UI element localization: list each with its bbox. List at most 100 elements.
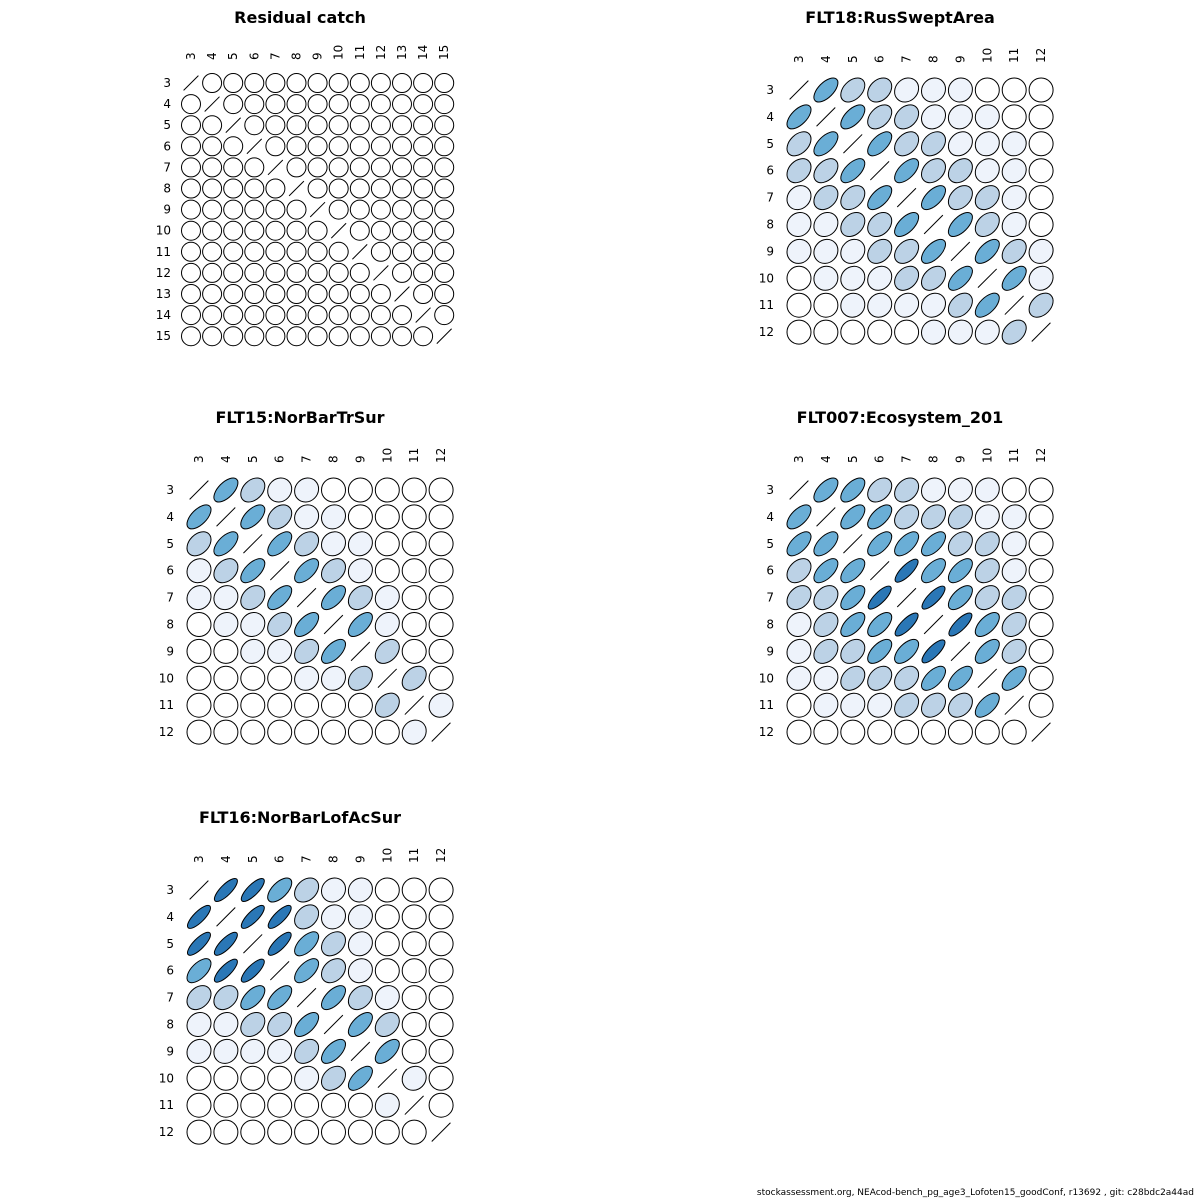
correlation-ellipse <box>434 199 455 220</box>
correlation-ellipse <box>347 1119 373 1145</box>
correlation-ellipse <box>347 585 373 611</box>
correlation-ellipse <box>920 131 946 157</box>
correlation-ellipse <box>392 220 412 241</box>
diagonal-line <box>377 668 398 689</box>
diagonal-line <box>269 560 290 581</box>
column-label: 3 <box>792 455 806 463</box>
row-label: 11 <box>159 1098 174 1112</box>
correlation-ellipse <box>428 1092 454 1118</box>
correlation-ellipse <box>1001 585 1027 611</box>
correlation-ellipse <box>921 477 947 503</box>
diagonal-line <box>350 1041 371 1062</box>
correlation-ellipse <box>840 665 866 691</box>
correlation-panel: FLT007:Ecosystem_201 3 4 5 6 7 8 9 10 11 12 3 4 5 6 7 8 9… <box>759 408 1054 745</box>
row-label: 4 <box>163 97 171 111</box>
correlation-ellipse <box>813 212 839 238</box>
correlation-ellipse <box>213 638 239 664</box>
correlation-ellipse <box>894 477 920 503</box>
correlation-ellipse <box>401 665 427 691</box>
row-label: 6 <box>766 164 774 178</box>
correlation-ellipse <box>349 178 370 199</box>
correlation-ellipse <box>428 665 454 691</box>
diagonal-line <box>896 187 917 208</box>
correlation-ellipse <box>186 1092 212 1118</box>
diagonal-line <box>431 1122 451 1142</box>
correlation-ellipse <box>974 238 1000 264</box>
correlation-ellipse <box>401 638 427 664</box>
correlation-ellipse <box>401 477 427 503</box>
correlation-ellipse <box>347 719 373 745</box>
column-label: 12 <box>1034 48 1048 63</box>
correlation-ellipse <box>186 638 212 664</box>
correlation-ellipse <box>213 719 239 745</box>
correlation-ellipse <box>328 115 349 136</box>
correlation-ellipse <box>370 199 391 220</box>
correlation-ellipse <box>374 931 400 957</box>
diagonal-line <box>415 307 431 323</box>
correlation-ellipse <box>401 1012 427 1037</box>
correlation-ellipse <box>223 262 244 283</box>
correlation-ellipse <box>294 504 320 530</box>
correlation-ellipse <box>286 94 307 115</box>
panel-title: Residual catch <box>234 8 366 27</box>
correlation-ellipse <box>213 1011 239 1037</box>
correlation-ellipse <box>349 157 370 178</box>
correlation-ellipse <box>374 877 400 903</box>
column-label: 7 <box>268 52 282 60</box>
correlation-ellipse <box>181 220 201 241</box>
diagonal-line <box>436 328 452 344</box>
correlation-ellipse <box>374 638 400 664</box>
correlation-ellipse <box>428 558 454 584</box>
correlation-ellipse <box>813 319 839 345</box>
correlation-ellipse <box>413 262 434 283</box>
column-label: 4 <box>219 455 233 463</box>
correlation-ellipse <box>392 94 412 115</box>
correlation-ellipse <box>920 265 946 291</box>
column-label: 7 <box>900 455 914 463</box>
correlation-ellipse <box>370 73 391 93</box>
correlation-ellipse <box>1001 212 1027 238</box>
correlation-ellipse <box>974 719 1000 745</box>
correlation-ellipse <box>374 531 400 557</box>
correlation-ellipse <box>321 1119 346 1145</box>
column-label: 10 <box>332 45 346 60</box>
correlation-ellipse <box>786 531 812 557</box>
correlation-ellipse <box>840 185 866 211</box>
correlation-ellipse <box>947 185 973 211</box>
correlation-ellipse <box>1001 477 1027 503</box>
row-label: 10 <box>759 671 774 685</box>
diagonal-line <box>323 1014 344 1035</box>
row-label: 3 <box>166 883 174 897</box>
correlation-ellipse <box>186 692 212 718</box>
correlation-ellipse <box>244 115 265 136</box>
correlation-ellipse <box>1028 158 1054 184</box>
correlation-ellipse <box>428 612 454 637</box>
diagonal-line <box>296 987 317 1008</box>
row-label: 13 <box>156 287 171 301</box>
correlation-ellipse <box>374 719 400 745</box>
correlation-ellipse <box>867 665 893 691</box>
correlation-ellipse <box>321 477 346 503</box>
correlation-ellipse <box>240 665 266 691</box>
correlation-ellipse <box>921 719 946 745</box>
row-label: 9 <box>166 1044 174 1058</box>
column-label: 6 <box>247 52 261 60</box>
correlation-ellipse <box>920 238 946 264</box>
column-label: 8 <box>927 55 941 63</box>
correlation-ellipse <box>428 504 454 530</box>
correlation-ellipse <box>1001 612 1027 638</box>
correlation-ellipse <box>867 131 893 157</box>
correlation-ellipse <box>370 305 391 326</box>
correlation-ellipse <box>840 585 866 611</box>
row-label: 7 <box>166 991 174 1005</box>
correlation-ellipse <box>370 220 391 241</box>
correlation-ellipse <box>328 94 349 115</box>
column-label: 9 <box>953 55 967 63</box>
correlation-ellipse <box>401 558 427 584</box>
correlation-ellipse <box>428 958 454 984</box>
correlation-ellipse <box>401 985 427 1011</box>
correlation-ellipse <box>244 73 265 94</box>
correlation-ellipse <box>786 665 812 691</box>
correlation-ellipse <box>428 477 454 503</box>
correlation-ellipse <box>947 292 973 318</box>
